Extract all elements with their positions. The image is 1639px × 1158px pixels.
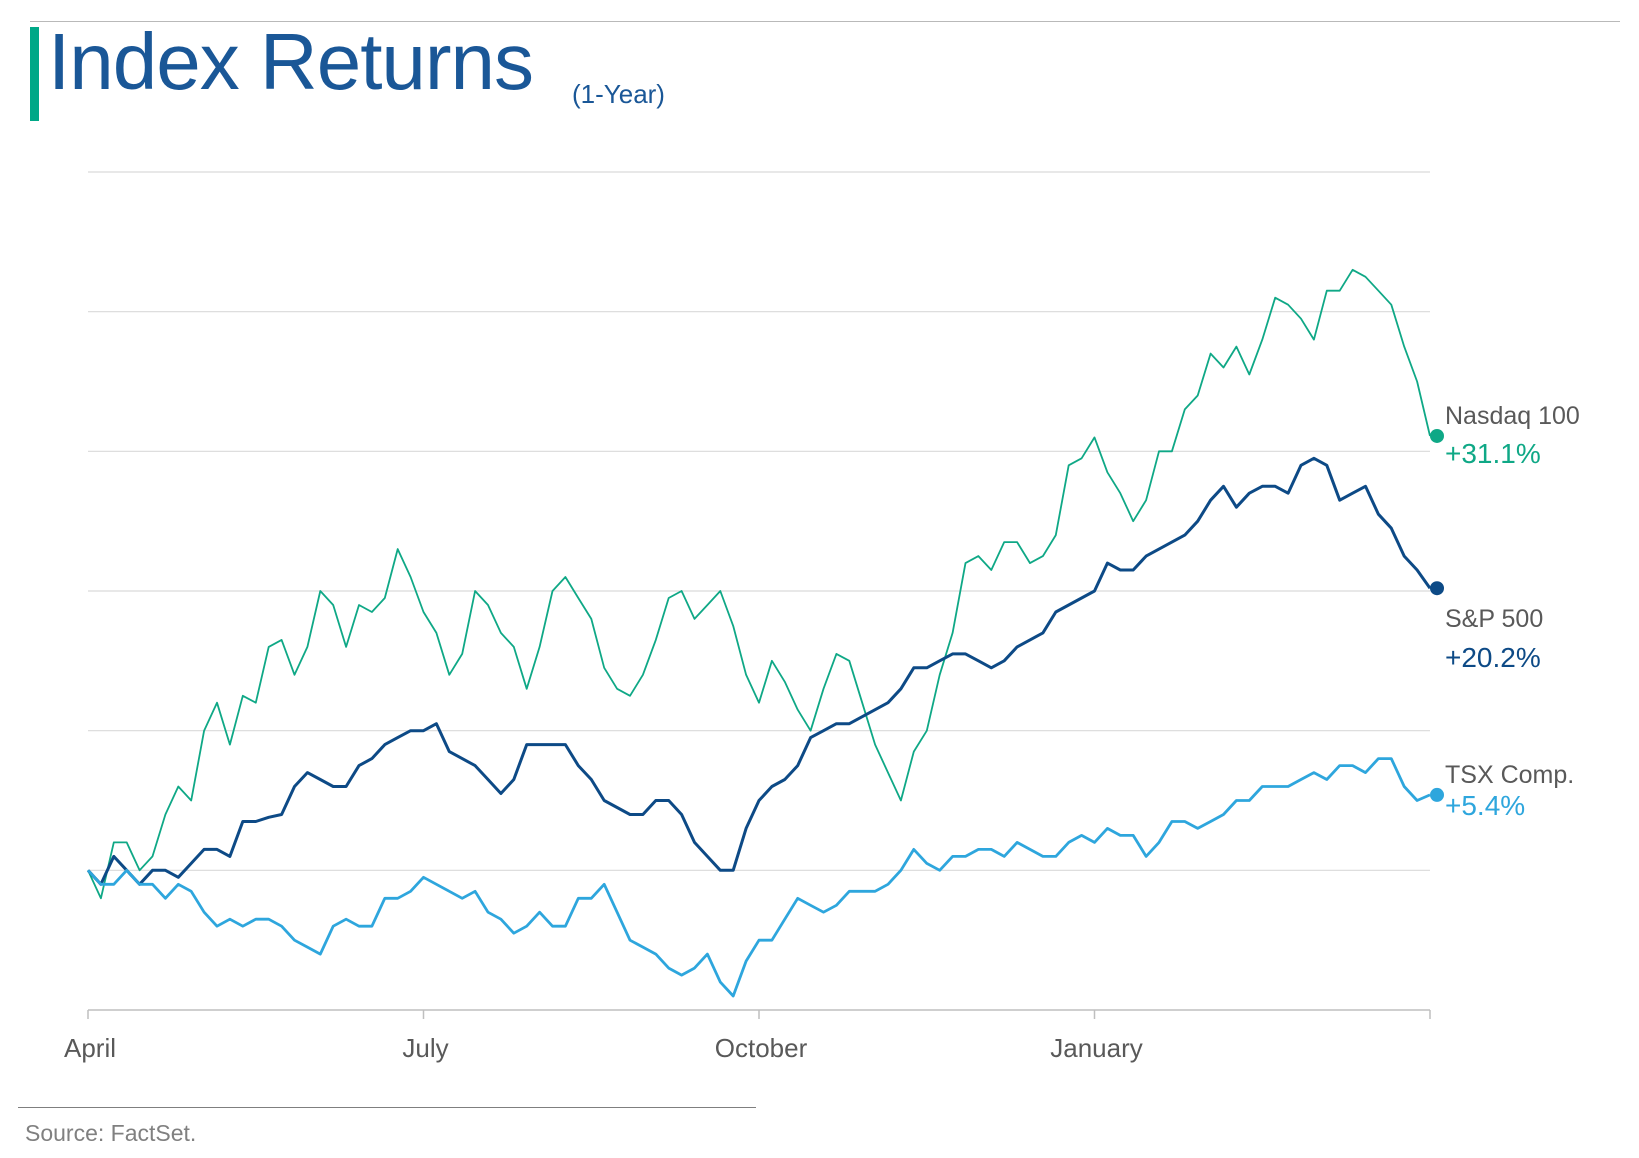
- x-tick-label: January: [1050, 1033, 1143, 1063]
- series-value-label: +5.4%: [1445, 790, 1525, 821]
- page-subtitle: (1-Year): [572, 79, 665, 109]
- source-rule: [18, 1107, 756, 1108]
- x-tick-label: October: [715, 1033, 808, 1063]
- source-note: Source: FactSet.: [25, 1120, 197, 1146]
- series-line: [86, 456, 1432, 886]
- title-accent-bar: [30, 27, 39, 121]
- page-title: Index Returns: [48, 17, 534, 106]
- series-name-label: Nasdaq 100: [1445, 402, 1580, 430]
- x-tick-label: April: [64, 1033, 116, 1063]
- x-tick-label: July: [402, 1033, 448, 1063]
- x-axis: April July October January: [64, 1009, 1431, 1063]
- series-name-label: S&P 500: [1445, 605, 1543, 633]
- series-value-label: +31.1%: [1445, 438, 1541, 469]
- series-end-point: [1430, 428, 1444, 443]
- series-end-point: [1430, 581, 1444, 596]
- grid-lines: [88, 171, 1430, 871]
- series-line: [86, 757, 1431, 998]
- line-chart: April July October January Nasdaq 100 +31.1%…: [64, 171, 1580, 1063]
- series-name-label: TSX Comp.: [1445, 761, 1574, 789]
- series-value-label: +20.2%: [1445, 642, 1541, 673]
- series-end-point: [1430, 787, 1444, 802]
- series-lines: [86, 268, 1444, 998]
- series-line: [87, 268, 1431, 900]
- end-labels: Nasdaq 100 +31.1% S&P 500 +20.2% TSX Comp.+5…: [1445, 402, 1580, 821]
- top-rule: [30, 21, 1620, 22]
